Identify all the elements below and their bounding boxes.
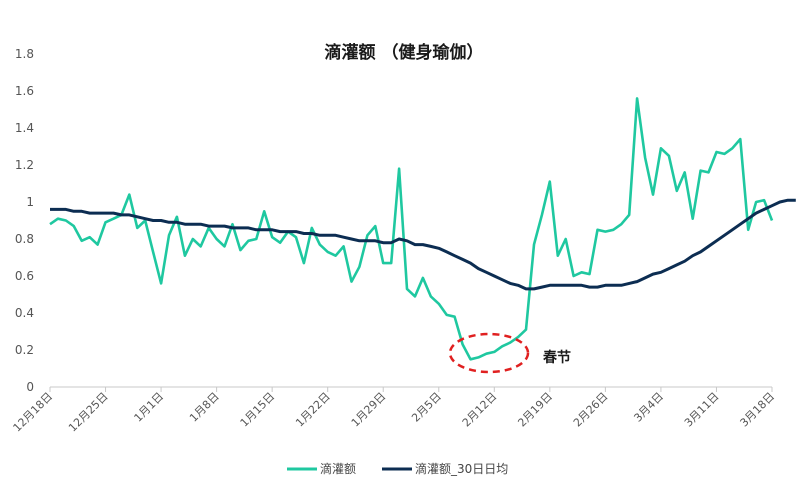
y-tick-label: 1.4 — [15, 121, 34, 135]
annotation-label: 春节 — [542, 349, 571, 366]
x-tick-label: 3月11日 — [682, 390, 722, 430]
x-tick-label: 12月18日 — [11, 390, 56, 435]
y-tick-label: 0.2 — [15, 343, 34, 357]
x-tick-label: 2月12日 — [460, 390, 500, 430]
legend: 滴灌额 滴灌额_30日日均 — [287, 461, 508, 476]
chart-title: 滴灌额 （健身瑜伽） — [325, 42, 484, 63]
x-tick-label: 2月5日 — [409, 390, 444, 425]
x-tick-label: 1月29日 — [349, 390, 389, 430]
y-tick-label: 0.6 — [15, 269, 34, 283]
x-tick-label: 1月8日 — [187, 390, 222, 425]
y-tick-label: 0 — [26, 380, 34, 394]
y-tick-label: 0.4 — [15, 306, 34, 320]
legend-label: 滴灌额_30日日均 — [415, 461, 508, 476]
x-tick-label: 2月26日 — [571, 390, 611, 430]
series-group — [49, 97, 796, 361]
holiday-ellipse — [448, 332, 530, 374]
x-tick-label: 3月18日 — [738, 390, 778, 430]
x-axis-ticks: 12月18日 12月25日 1月1日 1月8日 1月15日 1月22日 1月29日 2月5日 2… — [11, 387, 778, 435]
x-tick-label: 1月22日 — [293, 390, 333, 430]
y-tick-label: 1 — [26, 195, 34, 209]
x-tick-label: 12月25日 — [66, 390, 111, 435]
x-tick-label: 1月1日 — [132, 390, 167, 425]
annotation-group: 春节 — [448, 332, 571, 374]
series-line-avg30 — [50, 198, 796, 291]
legend-label: 滴灌额 — [320, 461, 356, 476]
x-tick-label: 1月15日 — [238, 390, 278, 430]
y-tick-label: 0.8 — [15, 232, 34, 246]
y-tick-label: 1.2 — [15, 158, 34, 172]
y-tick-label: 1.8 — [15, 47, 34, 61]
y-tick-label: 1.6 — [15, 84, 34, 98]
series-line-daily — [49, 97, 774, 361]
x-tick-label: 3月4日 — [631, 390, 666, 425]
y-axis-ticks: 0 0.2 0.4 0.6 0.8 1 1.2 1.4 1.6 1.8 — [15, 47, 34, 394]
x-tick-label: 2月19日 — [515, 390, 555, 430]
